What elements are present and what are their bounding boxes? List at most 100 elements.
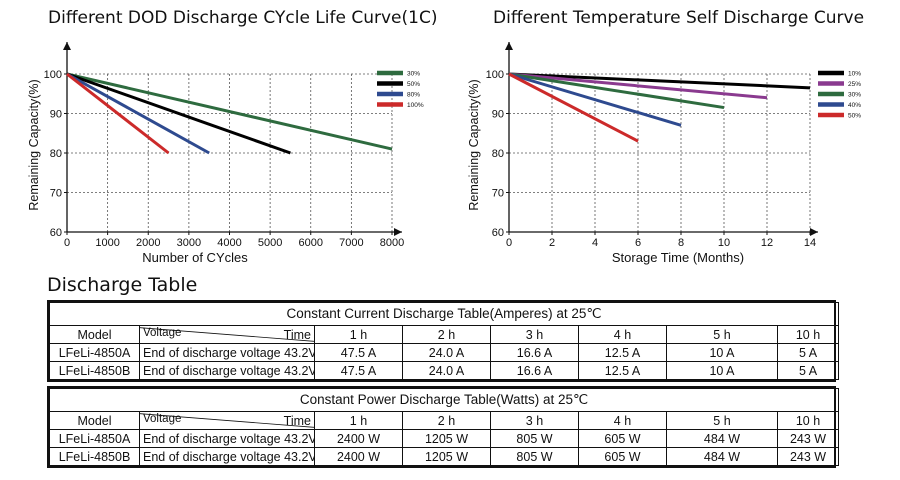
- discharge-table-title: Discharge Table: [47, 274, 198, 296]
- chart-title-temperature: Different Temperature Self Discharge Cur…: [493, 8, 865, 28]
- chart2-legend-label: 10%: [848, 71, 861, 78]
- chart2-series-50pct-line: [508, 72, 639, 143]
- cell-value: 1205 W: [402, 447, 491, 466]
- header-time-3: 3 h: [490, 411, 579, 430]
- cell-value: 5 A: [776, 361, 840, 380]
- header-time-2: 2 h: [402, 411, 491, 430]
- chart1-y-axis-arrow: [63, 42, 71, 50]
- cell-value: 805 W: [490, 447, 579, 466]
- chart1-y-tick-label: 60: [50, 227, 62, 239]
- header-time-1: 1 h: [314, 411, 403, 430]
- cell-value: 12.5 A: [578, 361, 667, 380]
- header-time-6: 10 h: [776, 411, 840, 430]
- chart1-y-axis-label: Remaining Capacity(%): [27, 79, 41, 210]
- header-time-5: 5 h: [666, 325, 778, 344]
- header-voltage-time: Voltage Time: [139, 411, 315, 430]
- chart1-x-tick-label: 5000: [258, 237, 282, 249]
- chart2-x-tick-label: 6: [635, 237, 641, 249]
- chart2-y-axis-arrow: [505, 42, 513, 50]
- table-row: LFeLi-4850B End of discharge voltage 43.2…: [49, 447, 840, 466]
- table-row: LFeLi-4850A End of discharge voltage 43.2…: [49, 343, 840, 362]
- cell-model: LFeLi-4850B: [49, 361, 140, 380]
- chart1-x-tick-label: 3000: [177, 237, 201, 249]
- cell-value: 5 A: [776, 343, 840, 362]
- chart1-x-tick-label: 6000: [299, 237, 323, 249]
- chart1-x-axis-label: Number of CYcles: [142, 250, 248, 265]
- chart2-x-tick-label: 8: [678, 237, 684, 249]
- chart2-legend-label: 25%: [848, 81, 861, 88]
- header-time-3: 3 h: [490, 325, 579, 344]
- header-time-1: 1 h: [314, 325, 403, 344]
- cell-value: 484 W: [666, 447, 778, 466]
- table-row: LFeLi-4850B End of discharge voltage 43.2…: [49, 361, 840, 380]
- cell-value: 10 A: [666, 343, 778, 362]
- chart1-x-tick-label: 0: [64, 237, 70, 249]
- header-voltage-time: Voltage Time: [139, 325, 315, 344]
- chart2-y-tick-label: 60: [492, 227, 504, 239]
- header-time-6: 10 h: [776, 325, 840, 344]
- chart2-x-axis-arrow: [810, 228, 818, 236]
- chart2-y-tick-label: 90: [492, 109, 504, 121]
- chart1-series-30pct-line: [66, 72, 393, 151]
- table-row: LFeLi-4850A End of discharge voltage 43.2…: [49, 429, 840, 448]
- cell-value: 24.0 A: [402, 343, 491, 362]
- chart1-series-100pct-line: [66, 72, 170, 155]
- cell-value: 12.5 A: [578, 343, 667, 362]
- chart1-x-tick-label: 2000: [136, 237, 160, 249]
- header-time-4: 4 h: [578, 325, 667, 344]
- chart2-x-tick-label: 4: [592, 237, 598, 249]
- cell-model: LFeLi-4850B: [49, 447, 140, 466]
- chart2-legend-label: 30%: [848, 92, 861, 99]
- chart1-x-tick-label: 8000: [380, 237, 404, 249]
- cell-value: 47.5 A: [314, 343, 403, 362]
- cell-voltage: End of discharge voltage 43.2V: [139, 361, 315, 380]
- chart1-series-50pct-line: [66, 72, 291, 155]
- cell-model: LFeLi-4850A: [49, 429, 140, 448]
- cell-value: 484 W: [666, 429, 778, 448]
- cell-voltage: End of discharge voltage 43.2V: [139, 343, 315, 362]
- header-time-5: 5 h: [666, 411, 778, 430]
- header-model: Model: [49, 411, 140, 430]
- chart2-x-axis-label: Storage Time (Months): [612, 250, 744, 265]
- chart2-series-10pct-line: [508, 72, 811, 90]
- chart1-y-tick-label: 100: [44, 69, 62, 81]
- chart2-x-tick-label: 0: [506, 237, 512, 249]
- cell-voltage: End of discharge voltage 43.2V: [139, 447, 315, 466]
- chart1-legend-label: 100%: [407, 102, 424, 109]
- cell-value: 2400 W: [314, 447, 403, 466]
- cell-value: 243 W: [776, 429, 840, 448]
- chart1-series-80pct-line: [66, 72, 210, 155]
- header-time-2: 2 h: [402, 325, 491, 344]
- chart2-x-tick-label: 2: [549, 237, 555, 249]
- header-voltage: Voltage: [143, 413, 182, 425]
- cell-value: 24.0 A: [402, 361, 491, 380]
- chart1-y-tick-label: 80: [50, 148, 62, 160]
- table-caption: Constant Current Discharge Table(Amperes…: [48, 302, 840, 326]
- chart2-legend-label: 40%: [848, 102, 861, 109]
- cell-value: 243 W: [776, 447, 840, 466]
- chart2-y-tick-label: 80: [492, 148, 504, 160]
- cell-value: 16.6 A: [490, 343, 579, 362]
- cell-value: 2400 W: [314, 429, 403, 448]
- cell-value: 16.6 A: [490, 361, 579, 380]
- header-time-4: 4 h: [578, 411, 667, 430]
- cell-value: 10 A: [666, 361, 778, 380]
- header-voltage: Voltage: [143, 327, 182, 339]
- chart2-x-tick-label: 10: [718, 237, 730, 249]
- chart1-legend-label: 80%: [407, 92, 420, 99]
- table-caption: Constant Power Discharge Table(Watts) at…: [48, 388, 840, 412]
- charts-canvas: 0 1000 2000 3000 4000 5000 6000 7000 80006070809…: [27, 42, 861, 265]
- cell-value: 805 W: [490, 429, 579, 448]
- chart1-x-axis-arrow: [394, 228, 402, 236]
- chart2-y-axis-label: Remaining Capacity(%): [467, 79, 481, 210]
- chart2-y-tick-label: 100: [486, 69, 504, 81]
- chart2-series-30pct-line: [508, 72, 725, 110]
- power-discharge-table: Constant Power Discharge Table(Watts) at…: [47, 386, 840, 468]
- chart1-y-tick-label: 70: [50, 188, 62, 200]
- cell-value: 605 W: [578, 447, 667, 466]
- header-time: Time: [283, 328, 311, 342]
- chart2-x-tick-label: 14: [804, 237, 816, 249]
- cell-value: 605 W: [578, 429, 667, 448]
- chart1-x-tick-label: 7000: [339, 237, 363, 249]
